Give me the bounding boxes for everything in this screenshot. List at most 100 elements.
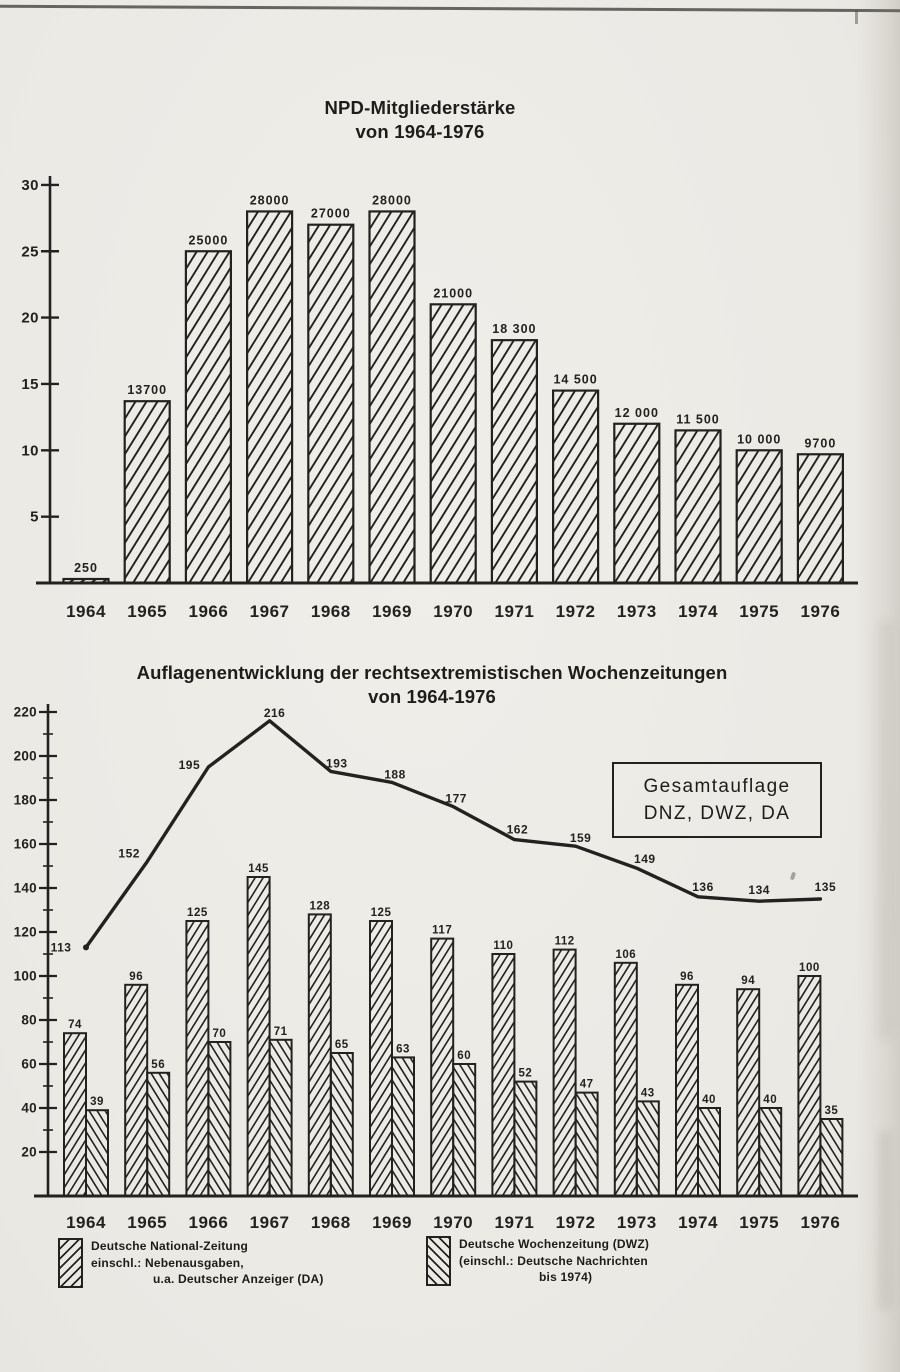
x-tick-label: 1970 xyxy=(433,602,473,621)
chart1-bar-1972 xyxy=(551,389,600,585)
dwz-value-label: 52 xyxy=(519,1068,533,1080)
x-tick-label: 1968 xyxy=(311,602,351,621)
x-tick-label: 1966 xyxy=(188,1213,228,1232)
chart1-bar-1965 xyxy=(123,400,171,585)
chart2-title: Auflagenentwicklung der rechtsextremisti… xyxy=(102,661,762,709)
x-tick-label: 1970 xyxy=(433,1213,473,1232)
x-tick-label: 1976 xyxy=(800,602,840,621)
x-tick-label: 1965 xyxy=(127,1213,167,1232)
chart2-dwz-bar-1975 xyxy=(758,1107,783,1197)
chart2-dwz-bar-1974 xyxy=(697,1107,721,1197)
hatch-fill xyxy=(430,304,476,583)
chart1-bar-1964 xyxy=(62,577,110,585)
line-value-label: 216 xyxy=(264,706,286,720)
dnz-value-label: 74 xyxy=(68,1019,82,1031)
line-value-label: 113 xyxy=(51,940,72,954)
x-tick-label: 1967 xyxy=(250,602,290,621)
line-value-label: 136 xyxy=(692,880,714,894)
hatch-fill xyxy=(208,1042,231,1196)
line-value-label: 149 xyxy=(634,852,656,866)
hatch-fill xyxy=(797,454,843,583)
line-value-label: 162 xyxy=(507,823,529,837)
line-value-label: 152 xyxy=(118,847,140,861)
x-tick-label: 1966 xyxy=(188,602,228,621)
y-tick-label: 20 xyxy=(21,310,39,327)
bar-value-label: 14 500 xyxy=(553,373,597,387)
chart2-dwz-bar-1967 xyxy=(268,1038,293,1198)
hatch-fill xyxy=(676,984,698,1196)
x-tick-label: 1974 xyxy=(678,1213,718,1232)
hatch-fill xyxy=(247,211,293,583)
hatch-fill xyxy=(431,938,454,1196)
hatch-fill xyxy=(247,877,270,1196)
x-tick-label: 1971 xyxy=(494,1213,534,1232)
chart2-circulation: 20 40 60 80 100 120 140 160 180 200 220 74 39 1964 96 5… xyxy=(14,704,858,1232)
legend-dnz-line3: u.a. Deutscher Anzeiger (DA) xyxy=(153,1272,324,1286)
bar-value-label: 250 xyxy=(74,561,98,575)
scan-artifact-streak xyxy=(878,1130,892,1310)
chart2-title-line1: Auflagenentwicklung der rechtsextremisti… xyxy=(136,662,728,683)
hatch-fill xyxy=(269,1039,292,1197)
dnz-value-label: 94 xyxy=(741,975,755,987)
chart2-dnz-bar-1971 xyxy=(491,953,516,1197)
hatch-fill xyxy=(759,1108,782,1196)
hatch-fill xyxy=(575,1092,598,1196)
dnz-value-label: 117 xyxy=(432,925,452,937)
y-tick-label: 10 xyxy=(21,442,39,459)
legend-dwz-line1: Deutsche Wochenzeitung (DWZ) xyxy=(459,1237,650,1251)
chart2-dwz-bar-1971 xyxy=(513,1080,538,1197)
hatch-fill xyxy=(553,390,599,583)
hatch-fill xyxy=(514,1081,537,1196)
hatch-fill xyxy=(86,1110,108,1196)
chart2-dwz-bar-1976 xyxy=(819,1118,844,1197)
chart2-dwz-bar-1965 xyxy=(146,1071,171,1198)
y-tick-label: 220 xyxy=(14,705,37,720)
dnz-value-label: 145 xyxy=(248,863,269,875)
hatch-fill xyxy=(308,224,354,584)
dnz-value-label: 112 xyxy=(555,936,575,948)
line-value-label: 177 xyxy=(445,792,467,806)
x-tick-label: 1973 xyxy=(617,602,657,621)
y-tick-label: 80 xyxy=(21,1013,37,1028)
chart1-bar-1975 xyxy=(735,449,783,585)
chart2-dnz-bar-1974 xyxy=(675,983,699,1197)
chart2-dwz-bar-1966 xyxy=(207,1041,232,1197)
chart1-membership-bars: 5 10 15 20 25 30 250 1964 13700 1965 25000 1966 2800… xyxy=(21,176,858,621)
x-tick-label: 1973 xyxy=(617,1213,657,1232)
line-value-label: 193 xyxy=(326,756,348,770)
y-tick-label: 20 xyxy=(21,1145,37,1160)
y-tick-label: 100 xyxy=(14,969,37,984)
dwz-value-label: 70 xyxy=(213,1028,227,1040)
chart1-title: NPD-Mitgliederstärke von 1964-1976 xyxy=(170,96,670,144)
legend-swatch-dwz xyxy=(426,1236,451,1286)
dwz-value-label: 60 xyxy=(457,1050,471,1062)
line-value-label: 135 xyxy=(815,880,837,894)
x-tick-label: 1968 xyxy=(311,1213,351,1232)
hatch-fill xyxy=(614,962,637,1196)
legend-dwz-line2: (einschl.: Deutsche Nachrichten xyxy=(459,1253,648,1268)
line-value-label: 134 xyxy=(748,883,770,897)
bar-value-label: 12 000 xyxy=(615,406,659,420)
y-tick-label: 120 xyxy=(14,925,37,940)
chart1-title-line2: von 1964-1976 xyxy=(355,121,485,142)
chart1-title-line1: NPD-Mitgliederstärke xyxy=(324,97,516,118)
bar-value-label: 11 500 xyxy=(676,412,720,426)
x-tick-label: 1964 xyxy=(66,602,106,621)
hatch-fill xyxy=(63,579,109,583)
x-tick-label: 1976 xyxy=(800,1213,840,1232)
bar-value-label: 27000 xyxy=(311,207,351,221)
hatch-fill xyxy=(125,984,148,1196)
dnz-value-label: 125 xyxy=(187,907,208,919)
dwz-value-label: 43 xyxy=(641,1087,655,1099)
legend-dwz-text: Deutsche Wochenzeitung (DWZ) (einschl.: … xyxy=(459,1236,649,1286)
chart2-total-circulation-line xyxy=(84,719,823,950)
chart2-dwz-bar-1968 xyxy=(329,1052,354,1197)
hatch-fill xyxy=(798,976,821,1196)
bar-value-label: 10 000 xyxy=(737,432,781,446)
x-tick-label: 1967 xyxy=(250,1213,290,1232)
bar-value-label: 25000 xyxy=(189,233,229,247)
bar-value-label: 21000 xyxy=(433,286,473,300)
x-tick-label: 1965 xyxy=(127,602,167,621)
legend-dwz: Deutsche Wochenzeitung (DWZ) (einschl.: … xyxy=(426,1236,649,1286)
